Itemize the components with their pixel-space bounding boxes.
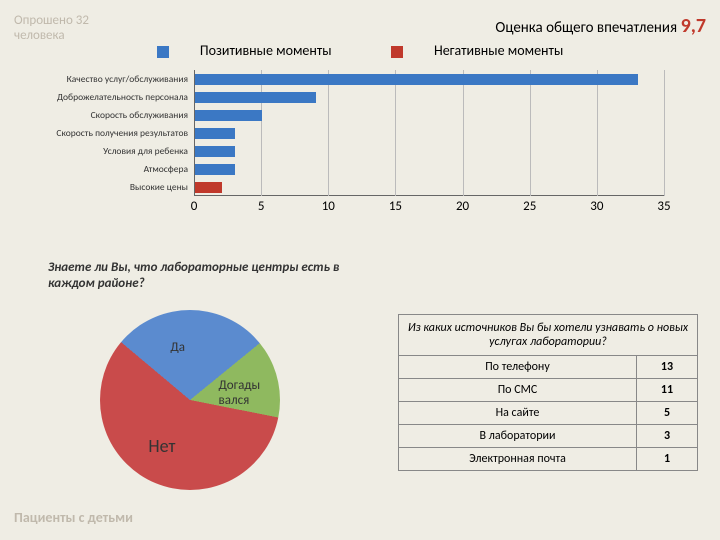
bar — [195, 146, 235, 157]
x-tick: 10 — [322, 199, 335, 214]
x-tick: 5 — [258, 199, 265, 214]
table-row: По телефону13 — [399, 356, 697, 378]
bar-label: Атмосфера — [14, 160, 194, 178]
table-cell-value: 13 — [637, 356, 697, 378]
table-cell-label: В лаборатории — [399, 425, 637, 447]
bar-label: Скорость получения результатов — [14, 124, 194, 142]
chart-legend: Позитивные моменты Негативные моменты — [0, 42, 720, 59]
bar-chart: Качество услуг/обслуживанияДоброжелатель… — [14, 70, 674, 240]
bar — [195, 128, 235, 139]
table-cell-value: 3 — [637, 425, 697, 447]
table-cell-value: 5 — [637, 402, 697, 424]
table-header: Из каких источников Вы бы хотели узнават… — [399, 315, 697, 356]
table-cell-value: 1 — [637, 448, 697, 470]
bar — [195, 164, 235, 175]
x-tick: 35 — [657, 199, 670, 214]
pie-chart: ДаДогады валсяНет — [100, 310, 280, 490]
table-cell-label: По СМС — [399, 379, 637, 401]
legend-label-positive: Позитивные моменты — [200, 42, 332, 59]
legend-label-negative: Негативные моменты — [434, 42, 563, 59]
legend-swatch-positive — [157, 46, 169, 58]
bar-label: Высокие цены — [14, 178, 194, 196]
table-cell-label: Электронная почта — [399, 448, 637, 470]
surveyed-count: Опрошено 32 человека — [14, 14, 124, 44]
table-row: По СМС11 — [399, 378, 697, 401]
rating-score: 9,7 — [681, 14, 706, 38]
bar-label: Условия для ребенка — [14, 142, 194, 160]
bar-label: Качество услуг/обслуживания — [14, 70, 194, 88]
sources-table: Из каких источников Вы бы хотели узнават… — [398, 314, 698, 471]
bar — [195, 110, 262, 121]
bar-label: Доброжелательность персонала — [14, 88, 194, 106]
bar-label: Скорость обслуживания — [14, 106, 194, 124]
x-tick: 25 — [523, 199, 536, 214]
footer-label: Пациенты с детьми — [14, 509, 133, 526]
rating-header: Оценка общего впечатления 9,7 — [495, 14, 706, 38]
x-tick: 0 — [191, 199, 198, 214]
bar — [195, 182, 222, 193]
table-row: В лаборатории3 — [399, 424, 697, 447]
legend-swatch-negative — [391, 46, 403, 58]
rating-label: Оценка общего впечатления — [495, 19, 677, 37]
x-tick: 30 — [590, 199, 603, 214]
x-tick: 15 — [389, 199, 402, 214]
table-row: Электронная почта1 — [399, 447, 697, 470]
table-cell-value: 11 — [637, 379, 697, 401]
table-row: На сайте5 — [399, 401, 697, 424]
table-cell-label: По телефону — [399, 356, 637, 378]
question-text: Знаете ли Вы, что лабораторные центры ес… — [48, 260, 368, 291]
table-cell-label: На сайте — [399, 402, 637, 424]
bar — [195, 74, 638, 85]
x-tick: 20 — [456, 199, 469, 214]
bar — [195, 92, 316, 103]
